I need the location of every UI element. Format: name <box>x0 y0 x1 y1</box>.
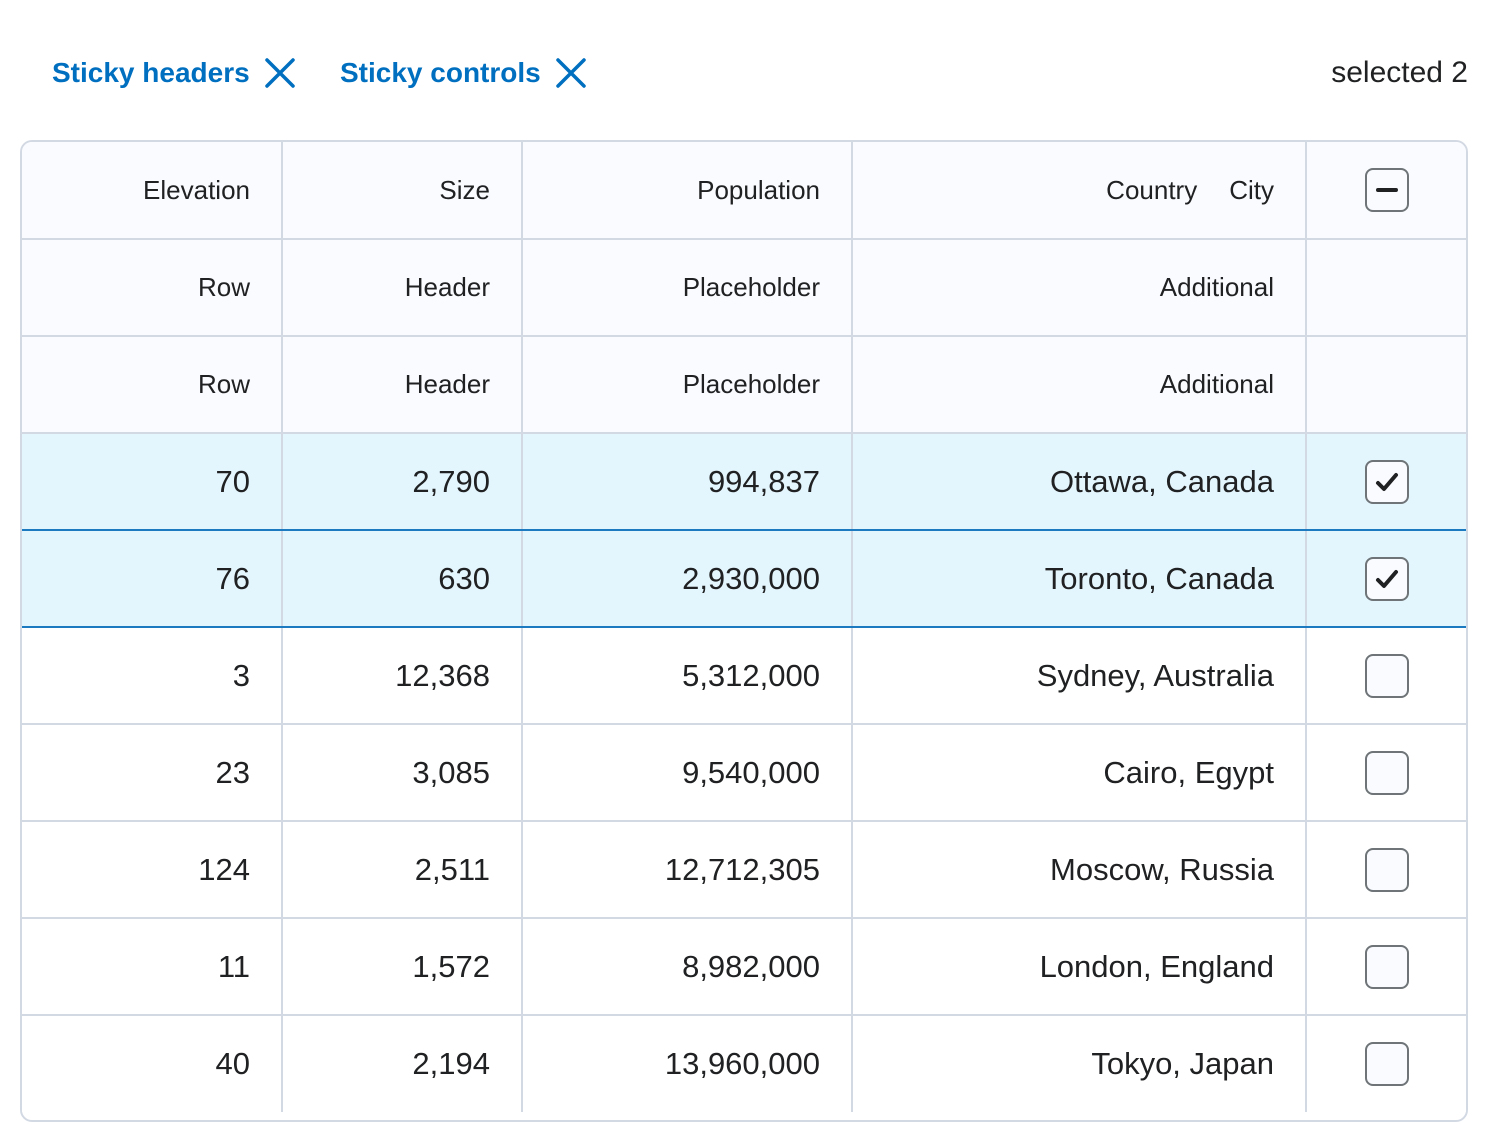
header-cell: Additional <box>852 336 1307 434</box>
cell-select <box>1306 627 1466 725</box>
cell-population: 8,982,000 <box>522 918 853 1016</box>
extra-header-row: Row Header Placeholder Additional <box>22 239 1466 337</box>
cell-elevation: 70 <box>22 432 283 531</box>
cell-elevation: 40 <box>22 1015 283 1112</box>
row-checkbox[interactable] <box>1364 653 1409 698</box>
cell-select <box>1306 1015 1466 1112</box>
cell-population: 2,930,000 <box>522 530 853 628</box>
close-icon[interactable] <box>555 57 587 89</box>
header-row: Elevation Size Population Country City <box>22 142 1466 240</box>
cell-elevation: 3 <box>22 627 283 725</box>
table-row[interactable]: 70 2,790 994,837 Ottawa, Canada <box>22 432 1466 531</box>
column-header-size[interactable]: Size <box>282 142 523 240</box>
select-all-cell <box>1306 142 1466 240</box>
header-cell: Placeholder <box>522 336 853 434</box>
cell-location: London, England <box>852 918 1307 1016</box>
table-row[interactable]: 124 2,511 12,712,305 Moscow, Russia <box>22 821 1466 919</box>
cell-select <box>1306 724 1466 822</box>
header-cell: Row <box>22 336 283 434</box>
extra-header-row: Row Header Placeholder Additional <box>22 336 1466 434</box>
cell-population: 5,312,000 <box>522 627 853 725</box>
cell-size: 630 <box>282 530 523 628</box>
filter-chip-sticky-headers[interactable]: Sticky headers <box>52 52 296 94</box>
cell-population: 13,960,000 <box>522 1015 853 1112</box>
cell-location: Tokyo, Japan <box>852 1015 1307 1112</box>
header-cell-empty <box>1306 239 1466 337</box>
cell-select <box>1306 530 1466 628</box>
cell-location: Toronto, Canada <box>852 530 1307 628</box>
header-cell: Row <box>22 239 283 337</box>
column-header-location: Country City <box>852 142 1307 240</box>
column-header-population[interactable]: Population <box>522 142 853 240</box>
cell-population: 994,837 <box>522 432 853 531</box>
cell-size: 2,790 <box>282 432 523 531</box>
filter-chip-sticky-controls[interactable]: Sticky controls <box>340 52 587 94</box>
cell-location: Sydney, Australia <box>852 627 1307 725</box>
cell-elevation: 11 <box>22 918 283 1016</box>
filter-chip-label: Sticky headers <box>52 57 250 88</box>
table-row[interactable]: 23 3,085 9,540,000 Cairo, Egypt <box>22 724 1466 822</box>
checkmark-icon <box>1375 569 1398 588</box>
cell-select <box>1306 918 1466 1016</box>
table-row[interactable]: 40 2,194 13,960,000 Tokyo, Japan <box>22 1015 1466 1112</box>
cell-elevation: 23 <box>22 724 283 822</box>
filter-chip-label: Sticky controls <box>340 57 541 88</box>
cell-size: 1,572 <box>282 918 523 1016</box>
cell-size: 3,085 <box>282 724 523 822</box>
select-all-checkbox[interactable] <box>1364 168 1409 212</box>
column-header-city[interactable]: City <box>1229 174 1274 205</box>
header-cell-empty <box>1306 336 1466 434</box>
cell-location: Moscow, Russia <box>852 821 1307 919</box>
row-checkbox[interactable] <box>1364 944 1409 989</box>
column-header-elevation[interactable]: Elevation <box>22 142 283 240</box>
table-row[interactable]: 11 1,572 8,982,000 London, England <box>22 918 1466 1016</box>
header-cell: Additional <box>852 239 1307 337</box>
cell-select <box>1306 432 1466 531</box>
cell-select <box>1306 821 1466 919</box>
cell-location: Ottawa, Canada <box>852 432 1307 531</box>
cell-size: 2,194 <box>282 1015 523 1112</box>
cell-size: 12,368 <box>282 627 523 725</box>
table-row[interactable]: 3 12,368 5,312,000 Sydney, Australia <box>22 627 1466 725</box>
data-table: Elevation Size Population Country City Ro… <box>20 140 1468 1122</box>
row-checkbox[interactable] <box>1364 556 1409 601</box>
table-controls: Sticky headers Sticky controls selected … <box>0 0 1488 140</box>
table-row[interactable]: 76 630 2,930,000 Toronto, Canada <box>22 530 1466 628</box>
header-cell: Header <box>282 239 523 337</box>
cell-population: 12,712,305 <box>522 821 853 919</box>
row-checkbox[interactable] <box>1364 847 1409 892</box>
cell-elevation: 76 <box>22 530 283 628</box>
row-checkbox[interactable] <box>1364 1042 1409 1086</box>
cell-population: 9,540,000 <box>522 724 853 822</box>
row-checkbox[interactable] <box>1364 459 1409 504</box>
column-header-country[interactable]: Country <box>1106 174 1198 205</box>
cell-location: Cairo, Egypt <box>852 724 1307 822</box>
indeterminate-icon <box>1375 188 1398 192</box>
cell-size: 2,511 <box>282 821 523 919</box>
close-icon[interactable] <box>264 57 296 89</box>
cell-elevation: 124 <box>22 821 283 919</box>
checkmark-icon <box>1375 472 1398 491</box>
row-checkbox[interactable] <box>1364 750 1409 795</box>
header-cell: Placeholder <box>522 239 853 337</box>
selection-count: selected 2 <box>1331 56 1468 89</box>
header-cell: Header <box>282 336 523 434</box>
